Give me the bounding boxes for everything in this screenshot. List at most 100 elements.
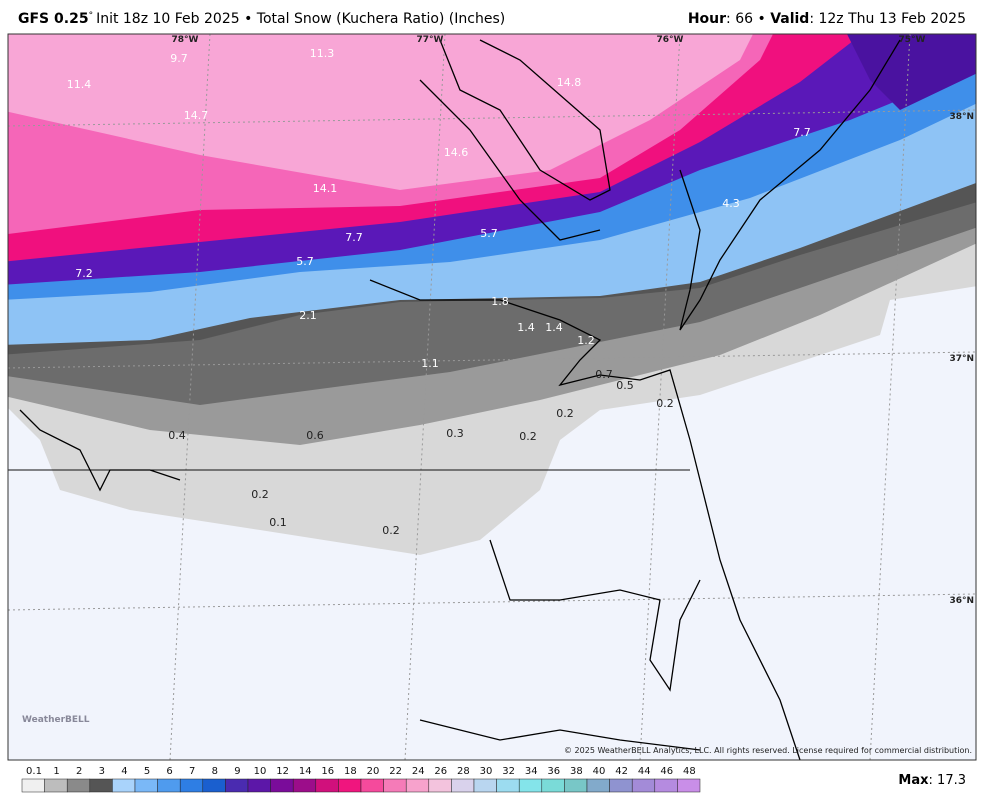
hour-key: Hour <box>688 11 726 27</box>
legend-swatch <box>270 778 294 793</box>
legend-tick: 18 <box>344 766 357 777</box>
amount-label: 0.4 <box>168 429 186 442</box>
amount-label: 1.8 <box>491 295 509 308</box>
amount-label: 9.7 <box>170 52 188 65</box>
amount-label: 14.7 <box>184 109 209 122</box>
legend-tick: 9 <box>234 766 240 777</box>
legend-tick: 10 <box>254 766 267 777</box>
legend-tick: 46 <box>660 766 673 777</box>
legend-tick: 1 <box>53 766 59 777</box>
legend-swatch <box>451 778 475 793</box>
legend-tick: 48 <box>683 766 696 777</box>
parallel <box>8 593 976 611</box>
valid-value: : 12z Thu 13 Feb 2025 <box>809 11 966 27</box>
coastline <box>19 409 181 492</box>
legend-swatch <box>405 778 430 793</box>
amount-label: 0.2 <box>556 407 574 420</box>
amount-label: 7.7 <box>345 231 363 244</box>
header-left: GFS 0.25° Init 18z 10 Feb 2025 • Total Sn… <box>18 11 505 27</box>
meridian <box>169 34 211 760</box>
meridian <box>869 34 911 760</box>
legend-tick: 12 <box>276 766 289 777</box>
amount-label: 5.7 <box>296 255 314 268</box>
amount-label: 1.1 <box>421 357 439 370</box>
coastline <box>419 79 601 241</box>
legend-tick: 6 <box>166 766 172 777</box>
legend-tick: 44 <box>638 766 651 777</box>
legend-swatch <box>179 778 204 793</box>
latitude-label: 37°N <box>949 354 974 364</box>
parallel <box>8 109 976 127</box>
header-title: Init 18z 10 Feb 2025 • Total Snow (Kuche… <box>96 11 505 27</box>
amount-label: 0.3 <box>446 427 464 440</box>
legend-swatch <box>134 778 158 793</box>
legend-swatch <box>225 778 249 793</box>
legend-swatch <box>112 778 136 793</box>
legend-tick: 32 <box>502 766 515 777</box>
amount-label: 4.3 <box>722 197 740 210</box>
amount-label: 14.8 <box>557 76 582 89</box>
meridian <box>639 34 681 760</box>
legend-swatch <box>338 778 362 793</box>
legend-tick: 34 <box>525 766 538 777</box>
legend-tick: 0.1 <box>26 766 42 777</box>
legend-tick: 14 <box>299 766 312 777</box>
legend-max: Max: 17.3 <box>898 773 966 788</box>
legend-swatch <box>564 778 588 793</box>
amount-label: 0.7 <box>595 368 613 381</box>
legend-swatch <box>21 778 45 793</box>
legend-tick: 20 <box>367 766 380 777</box>
amount-label: 0.2 <box>251 488 269 501</box>
legend-swatch <box>44 778 68 793</box>
longitude-label: 77°W <box>417 35 444 45</box>
legend-swatch <box>66 778 91 793</box>
legend-swatch <box>315 778 339 793</box>
snow-band <box>847 34 976 110</box>
legend-tick: 5 <box>144 766 150 777</box>
latitude-label: 36°N <box>949 596 974 606</box>
logo: WeatherBELL <box>22 715 90 725</box>
coastline <box>489 539 701 692</box>
meridian <box>404 34 446 760</box>
legend-swatch <box>541 778 565 793</box>
amount-label: 7.2 <box>75 267 93 280</box>
coastline <box>439 39 611 201</box>
amount-label: 0.5 <box>616 379 634 392</box>
amount-label: 0.2 <box>382 524 400 537</box>
amount-label: 7.7 <box>793 126 811 139</box>
amount-label: 11.4 <box>67 78 92 91</box>
legend-swatch <box>609 778 633 793</box>
legend-tick: 22 <box>389 766 402 777</box>
map-frame <box>7 33 977 761</box>
model: GFS 0.25 <box>18 11 89 27</box>
legend-swatch <box>518 778 543 793</box>
amount-label: 0.6 <box>306 429 324 442</box>
hour-value: : 66 • <box>726 11 770 27</box>
amount-label: 14.6 <box>444 146 469 159</box>
amount-label: 2.1 <box>299 309 317 322</box>
legend-tick: 36 <box>547 766 560 777</box>
coastline <box>369 279 801 760</box>
amount-label: 1.2 <box>577 334 595 347</box>
legend-swatch <box>586 778 610 793</box>
amount-label: 11.3 <box>310 47 335 60</box>
map: 78°W 77°W 76°W 75°W 9.7 11.3 14.8 11.4 14.7 14.6 7… <box>8 34 976 760</box>
legend-tick: 28 <box>457 766 470 777</box>
legend-swatch <box>677 778 701 793</box>
legend-tick: 40 <box>593 766 606 777</box>
amount-label: 1.4 <box>545 321 563 334</box>
amount-label: 1.4 <box>517 321 535 334</box>
legend-swatch <box>383 778 407 793</box>
legend-tick: 4 <box>121 766 127 777</box>
legend-tick: 42 <box>615 766 628 777</box>
max-value: : 17.3 <box>929 773 966 788</box>
coastline <box>679 39 901 331</box>
legend-swatch <box>157 778 181 793</box>
amount-label: 0.2 <box>656 397 674 410</box>
legend-tick: 2 <box>76 766 82 777</box>
copyright: © 2025 WeatherBELL Analytics, LLC. All r… <box>564 746 972 755</box>
legend-swatch <box>654 778 678 793</box>
coastline <box>419 719 701 751</box>
legend-tick: 24 <box>412 766 425 777</box>
legend-swatch <box>496 778 520 793</box>
